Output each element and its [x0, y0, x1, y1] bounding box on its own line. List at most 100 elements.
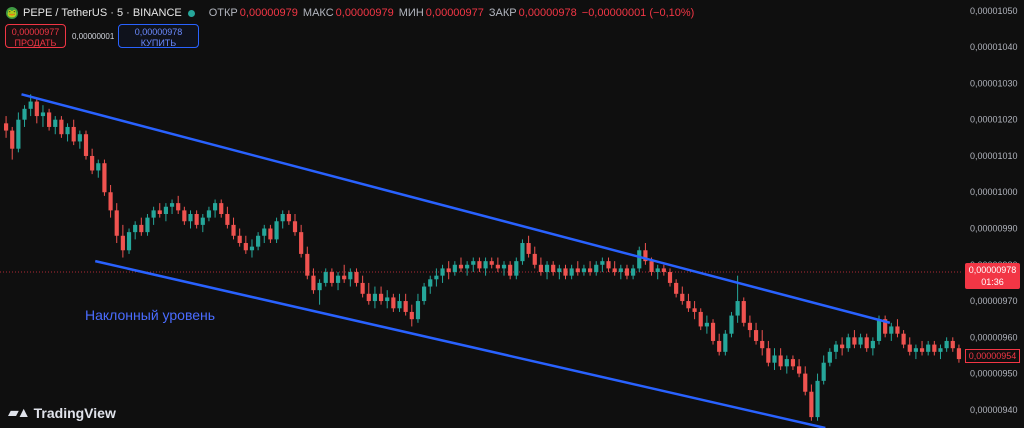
candle-body	[360, 282, 365, 294]
candle-body	[391, 297, 396, 309]
candle-body	[305, 253, 310, 276]
price-tick-label: 0,00001050	[970, 6, 1018, 16]
candle-body	[735, 301, 740, 316]
candle-body	[840, 344, 845, 349]
candle-body	[741, 301, 746, 323]
candle-body	[753, 330, 759, 341]
candle-body	[151, 210, 156, 218]
candle-body	[907, 344, 912, 352]
candle-body	[526, 243, 531, 254]
buy-price: 0,00000978	[134, 27, 183, 37]
candle-body	[133, 224, 138, 233]
candle-body	[852, 337, 857, 345]
candle-body	[176, 203, 181, 211]
sloped-level-annotation[interactable]: Наклонный уровень	[85, 307, 216, 323]
candle-body	[471, 261, 476, 265]
candle-body	[409, 311, 414, 320]
candle-body	[354, 272, 359, 283]
candle-body	[372, 293, 378, 302]
candle-body	[194, 214, 199, 225]
candle-body	[895, 326, 900, 334]
candle-body	[501, 264, 507, 269]
candle-body	[385, 297, 390, 302]
candle-body	[956, 348, 962, 360]
candle-body	[532, 253, 537, 265]
candle-body	[108, 192, 113, 211]
candle-body	[723, 333, 728, 352]
symbol-title[interactable]: PEPE / TetherUS · 5 · BINANCE	[23, 7, 182, 19]
candle-body	[415, 301, 421, 320]
buy-button[interactable]: 0,00000978 КУПИТЬ	[118, 24, 199, 48]
bar-countdown: 01:36	[981, 277, 1004, 287]
candle-body	[876, 319, 882, 341]
candle-body	[637, 250, 642, 269]
candle-body	[237, 235, 242, 244]
candle-body	[563, 268, 568, 276]
candle-body	[803, 373, 808, 392]
candle-body	[495, 264, 500, 269]
candle-body	[200, 217, 205, 225]
candle-body	[403, 301, 408, 312]
candle-body	[323, 272, 328, 283]
candle-body	[169, 203, 175, 207]
sell-button[interactable]: 0,00000977 ПРОДАТЬ	[5, 24, 66, 48]
candle-body	[483, 261, 488, 269]
candle-body	[649, 261, 654, 273]
candle-body	[225, 214, 230, 225]
trend-channel-lower-line	[94, 259, 826, 428]
candle-body	[434, 275, 439, 280]
candle-body	[262, 228, 267, 236]
candle-body	[717, 340, 722, 352]
low-value: 0,00000977	[425, 7, 484, 19]
candle-body	[47, 112, 52, 127]
candle-body	[188, 214, 193, 222]
candle-body	[587, 268, 593, 273]
candle-body	[710, 322, 716, 341]
candle-body	[3, 123, 9, 131]
candle-body	[698, 311, 703, 327]
candle-body	[704, 322, 709, 327]
price-tick-label: 0,00001030	[970, 78, 1018, 88]
candle-body	[231, 224, 236, 236]
candle-body	[729, 315, 734, 334]
secondary-price-tag: 0,00000954	[965, 349, 1020, 363]
candle-body	[815, 380, 820, 418]
candle-body	[784, 359, 789, 367]
buy-label: КУПИТЬ	[140, 38, 177, 48]
market-status-dot-icon	[187, 9, 195, 17]
candle-body	[83, 134, 89, 156]
trade-panel: 0,00000977 ПРОДАТЬ 0,00000001 0,00000978…	[5, 24, 199, 48]
candle-body	[311, 275, 316, 291]
candle-body	[292, 221, 298, 233]
candle-body	[157, 210, 162, 214]
sell-label: ПРОДАТЬ	[14, 38, 57, 48]
price-tick-label: 0,00001020	[970, 115, 1018, 125]
price-tick-label: 0,00000960	[970, 332, 1018, 342]
candle-body	[618, 268, 623, 273]
candle-body	[926, 344, 931, 352]
candle-body	[477, 261, 482, 269]
high-label: МАКС	[302, 7, 334, 19]
candle-body	[126, 232, 132, 251]
candle-body	[692, 308, 697, 312]
candle-body	[335, 275, 341, 283]
candle-body	[581, 268, 587, 273]
candle-body	[950, 340, 955, 349]
candle-body	[944, 340, 949, 349]
candle-body	[16, 119, 21, 149]
high-value: 0,00000979	[335, 7, 394, 19]
candle-body	[440, 268, 445, 276]
price-tick-label: 0,00001000	[970, 187, 1018, 197]
change-value: −0,00000001 (−0,10%)	[581, 7, 695, 19]
open-label: ОТКР	[208, 7, 238, 19]
candle-body	[809, 391, 814, 418]
candle-body	[212, 203, 218, 211]
logo-text: TradingView	[33, 404, 116, 421]
candle-body	[643, 250, 648, 262]
candle-body	[686, 301, 691, 309]
tradingview-logo[interactable]: ▰▲ TradingView	[8, 404, 116, 421]
current-price-value: 0,00000978	[968, 265, 1017, 275]
candle-body	[919, 348, 925, 352]
candle-body	[624, 268, 630, 276]
